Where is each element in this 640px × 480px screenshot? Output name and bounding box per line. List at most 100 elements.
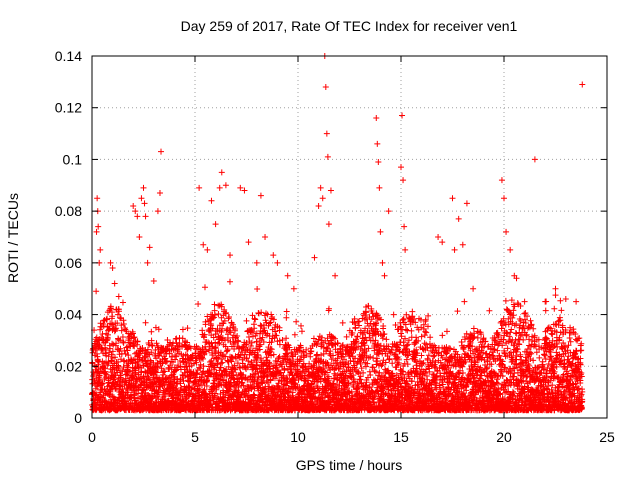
data-point (91, 400, 98, 407)
data-point (108, 351, 115, 358)
data-point (243, 355, 250, 362)
data-point (211, 312, 218, 319)
data-point (231, 365, 238, 372)
data-point (228, 358, 235, 365)
data-point (240, 382, 247, 389)
data-point (260, 338, 267, 345)
data-point (254, 285, 261, 292)
data-point (109, 393, 116, 400)
data-point (172, 352, 179, 359)
data-point (202, 321, 209, 328)
data-point (166, 350, 173, 357)
data-point (251, 392, 258, 399)
data-point (255, 351, 262, 358)
data-point (167, 339, 174, 346)
data-point (97, 320, 104, 327)
data-point (95, 359, 102, 365)
data-point (116, 382, 123, 389)
data-point (227, 324, 234, 331)
data-point (201, 284, 208, 291)
data-point (219, 359, 226, 366)
data-point (180, 377, 187, 384)
data-point (264, 373, 271, 380)
data-point (155, 391, 162, 398)
data-point (232, 325, 239, 332)
data-point (200, 363, 207, 370)
data-point (249, 364, 256, 371)
data-point (179, 326, 186, 333)
data-point (118, 327, 125, 334)
data-point (196, 364, 203, 371)
data-point (201, 334, 208, 341)
data-point (215, 310, 222, 317)
data-point (122, 350, 129, 357)
data-point (102, 374, 109, 381)
data-point (120, 320, 127, 327)
data-point (247, 342, 254, 349)
data-point (103, 388, 110, 395)
data-point (188, 386, 195, 393)
data-point (226, 314, 233, 321)
data-point (189, 353, 196, 360)
data-point (240, 371, 247, 378)
data-point (103, 371, 110, 378)
data-point (109, 348, 116, 355)
data-point (225, 387, 232, 394)
data-point (153, 369, 160, 376)
data-point (245, 358, 252, 365)
data-point (248, 339, 255, 346)
data-point (209, 343, 216, 350)
data-points (89, 53, 586, 414)
data-point (211, 364, 218, 371)
data-point (170, 340, 177, 347)
data-point (226, 278, 233, 285)
data-point (210, 396, 217, 403)
data-point (219, 337, 226, 344)
data-point (134, 338, 141, 345)
data-point (127, 368, 134, 375)
data-point (254, 376, 261, 383)
data-point (229, 354, 236, 361)
data-point (106, 406, 113, 413)
data-point (210, 315, 217, 322)
data-point (175, 392, 182, 399)
data-point (163, 378, 170, 385)
data-point (115, 308, 122, 315)
data-point (210, 334, 217, 341)
data-point (147, 357, 154, 364)
data-point (203, 377, 210, 384)
data-point (224, 346, 231, 353)
data-point (252, 316, 259, 323)
data-point (161, 368, 168, 375)
data-point (109, 313, 116, 320)
data-point (103, 346, 110, 353)
data-point (254, 361, 261, 368)
data-point (111, 354, 118, 361)
data-point (203, 383, 210, 390)
data-point (111, 326, 118, 333)
data-point (120, 338, 127, 345)
data-point (250, 371, 257, 378)
data-point (107, 345, 114, 352)
data-point (148, 328, 155, 335)
data-point (213, 386, 220, 393)
data-point (199, 369, 206, 376)
data-point (206, 328, 213, 335)
data-point (220, 377, 227, 384)
data-point (176, 340, 183, 347)
data-point (119, 386, 126, 393)
data-point (173, 353, 180, 360)
data-point (208, 340, 215, 347)
data-point (121, 358, 128, 365)
data-point (252, 332, 259, 339)
data-point (218, 371, 225, 378)
data-point (243, 317, 250, 324)
data-point (234, 333, 241, 340)
data-point (154, 342, 161, 349)
data-point (233, 371, 240, 378)
data-point (116, 314, 123, 321)
data-point (222, 391, 229, 398)
data-point (98, 345, 105, 352)
data-point (266, 320, 273, 327)
